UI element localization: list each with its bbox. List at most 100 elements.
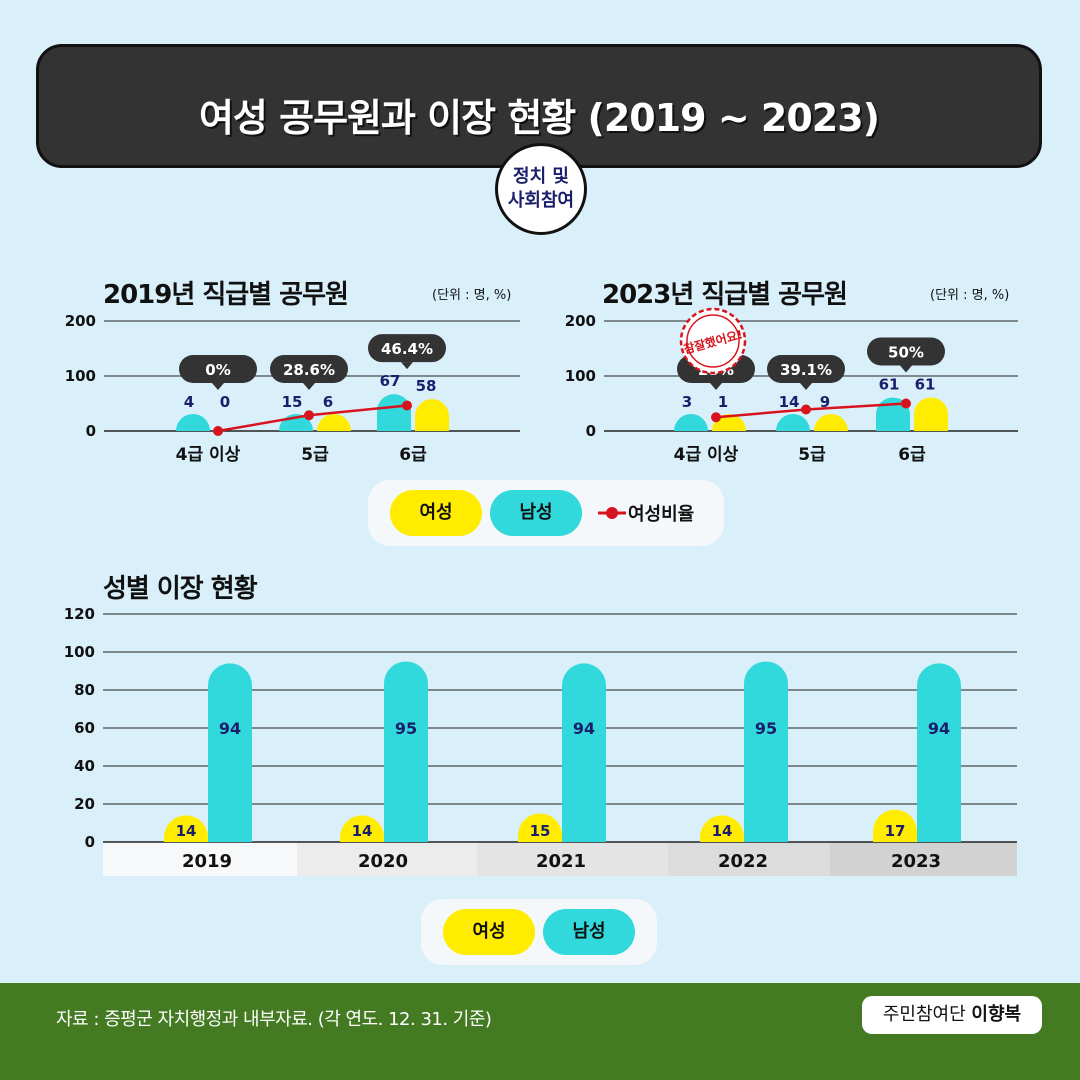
data-label-female: 58 <box>416 377 437 395</box>
x-band <box>477 842 668 876</box>
data-label-female: 15 <box>530 822 551 840</box>
y-tick-label: 0 <box>586 422 596 440</box>
data-label-female: 14 <box>176 822 197 840</box>
bar-male <box>776 414 810 431</box>
data-label-female: 14 <box>712 822 733 840</box>
ratio-bubble-tail <box>900 365 912 373</box>
y-tick-label: 100 <box>565 367 596 385</box>
data-label-female: 9 <box>820 393 830 411</box>
bar-male <box>377 394 411 431</box>
ratio-bubble <box>867 337 945 366</box>
y-tick-label: 0 <box>85 833 95 851</box>
chart2-unit: (단위 : 명, %) <box>930 288 1010 303</box>
ratio-point <box>402 400 412 411</box>
data-label-female: 14 <box>352 822 373 840</box>
source-note: 자료 : 증평군 자치행정과 내부자료. (각 연도. 12. 31. 기준) <box>56 1009 492 1030</box>
legend-bottom: 여성 남성 <box>421 899 657 965</box>
ratio-bubble-tail <box>212 383 224 390</box>
y-tick-label: 40 <box>74 757 95 775</box>
data-label-female: 0 <box>220 393 230 411</box>
y-tick-label: 20 <box>74 795 95 813</box>
legend-top: 여성 남성 여성비율 <box>368 480 724 546</box>
ratio-point <box>711 412 721 423</box>
x-tick-label: 2021 <box>536 851 586 872</box>
ratio-point <box>213 426 223 436</box>
chart2-title: 2023년 직급별 공무원 <box>602 280 848 310</box>
legend-female: 여성 <box>390 490 482 536</box>
ratio-point <box>901 398 911 409</box>
bar-male <box>176 414 210 431</box>
ratio-bubble <box>179 355 257 383</box>
y-tick-label: 80 <box>74 681 95 699</box>
data-label-male: 3 <box>682 393 692 411</box>
bar-female <box>415 399 449 431</box>
data-label-male: 94 <box>219 719 241 738</box>
bar-female <box>700 815 744 842</box>
bar-female <box>518 813 562 842</box>
bar-female <box>164 815 208 842</box>
author-prefix: 주민참여단 <box>882 1004 966 1025</box>
badge-line1: 정치 및 <box>513 166 569 187</box>
chart-2019-officials: 0 100 200 4 0 4급 이상 15 6 5급 67 58 6급 0% 28.6% 46.4% <box>65 312 520 465</box>
ratio-bubble <box>270 355 348 383</box>
x-tick-label: 4급 이상 <box>674 445 739 465</box>
legend-ratio: 여성비율 <box>628 504 695 525</box>
bar-male <box>208 663 252 842</box>
y-tick-label: 200 <box>565 312 596 330</box>
x-tick-label: 6급 <box>898 445 926 465</box>
x-tick-label: 2023 <box>891 851 941 872</box>
ratio-bubble-tail <box>800 383 812 390</box>
bar-female <box>317 414 351 431</box>
bar-male <box>384 661 428 842</box>
x-tick-label: 5급 <box>301 445 329 465</box>
ratio-bubble <box>767 355 845 383</box>
x-tick-label: 2020 <box>358 851 408 872</box>
ratio-point <box>304 410 314 421</box>
x-band <box>668 842 830 876</box>
bar-male <box>674 414 708 431</box>
badge-line2: 사회참여 <box>507 190 575 211</box>
ratio-bubble-tail <box>401 362 413 370</box>
page-title: 여성 공무원과 이장 현황 (2019 ~ 2023) <box>198 96 880 140</box>
legend-male-2: 남성 <box>543 909 635 955</box>
bar-male <box>562 663 606 842</box>
category-badge: 정치 및 사회참여 <box>495 143 587 235</box>
bar-female <box>340 815 384 842</box>
data-label-female: 1 <box>718 393 728 411</box>
y-tick-label: 100 <box>65 367 96 385</box>
y-tick-label: 0 <box>86 422 96 440</box>
ratio-label: 28.6% <box>283 361 335 379</box>
bar-female <box>914 397 948 431</box>
ratio-point <box>801 404 811 415</box>
author-name: 이향복 <box>971 1004 1022 1025</box>
chart1-unit: (단위 : 명, %) <box>432 288 512 303</box>
ratio-label: 0% <box>205 361 230 379</box>
author-credit: 주민참여단 이향복 <box>862 996 1042 1034</box>
y-tick-label: 120 <box>64 605 95 623</box>
x-tick-label: 6급 <box>399 445 427 465</box>
data-label-female: 17 <box>885 822 906 840</box>
data-label-male: 94 <box>573 719 595 738</box>
data-label-male: 67 <box>380 372 401 390</box>
data-label-female: 61 <box>915 375 936 393</box>
legend-female-2: 여성 <box>443 909 535 955</box>
ratio-bubble-tail <box>303 383 315 390</box>
ratio-label: 50% <box>888 343 924 361</box>
data-label-male: 95 <box>395 719 417 738</box>
bar-female <box>814 414 848 431</box>
data-label-male: 94 <box>928 719 950 738</box>
data-label-female: 6 <box>323 393 333 411</box>
y-tick-label: 60 <box>74 719 95 737</box>
bar-female <box>873 809 917 842</box>
x-band <box>830 842 1017 876</box>
bar-male <box>917 663 961 842</box>
ratio-bubble <box>368 334 446 363</box>
bar-male <box>744 661 788 842</box>
data-label-male: 95 <box>755 719 777 738</box>
footer: 자료 : 증평군 자치행정과 내부자료. (각 연도. 12. 31. 기준) … <box>0 983 1080 1080</box>
x-tick-label: 2019 <box>182 851 232 872</box>
chart-village-heads: 0 20 40 60 80 100 120 2019 2020 2021 2022 2023 14 94 1… <box>64 605 1017 876</box>
y-tick-label: 100 <box>64 643 95 661</box>
chart3-title: 성별 이장 현황 <box>103 574 258 604</box>
